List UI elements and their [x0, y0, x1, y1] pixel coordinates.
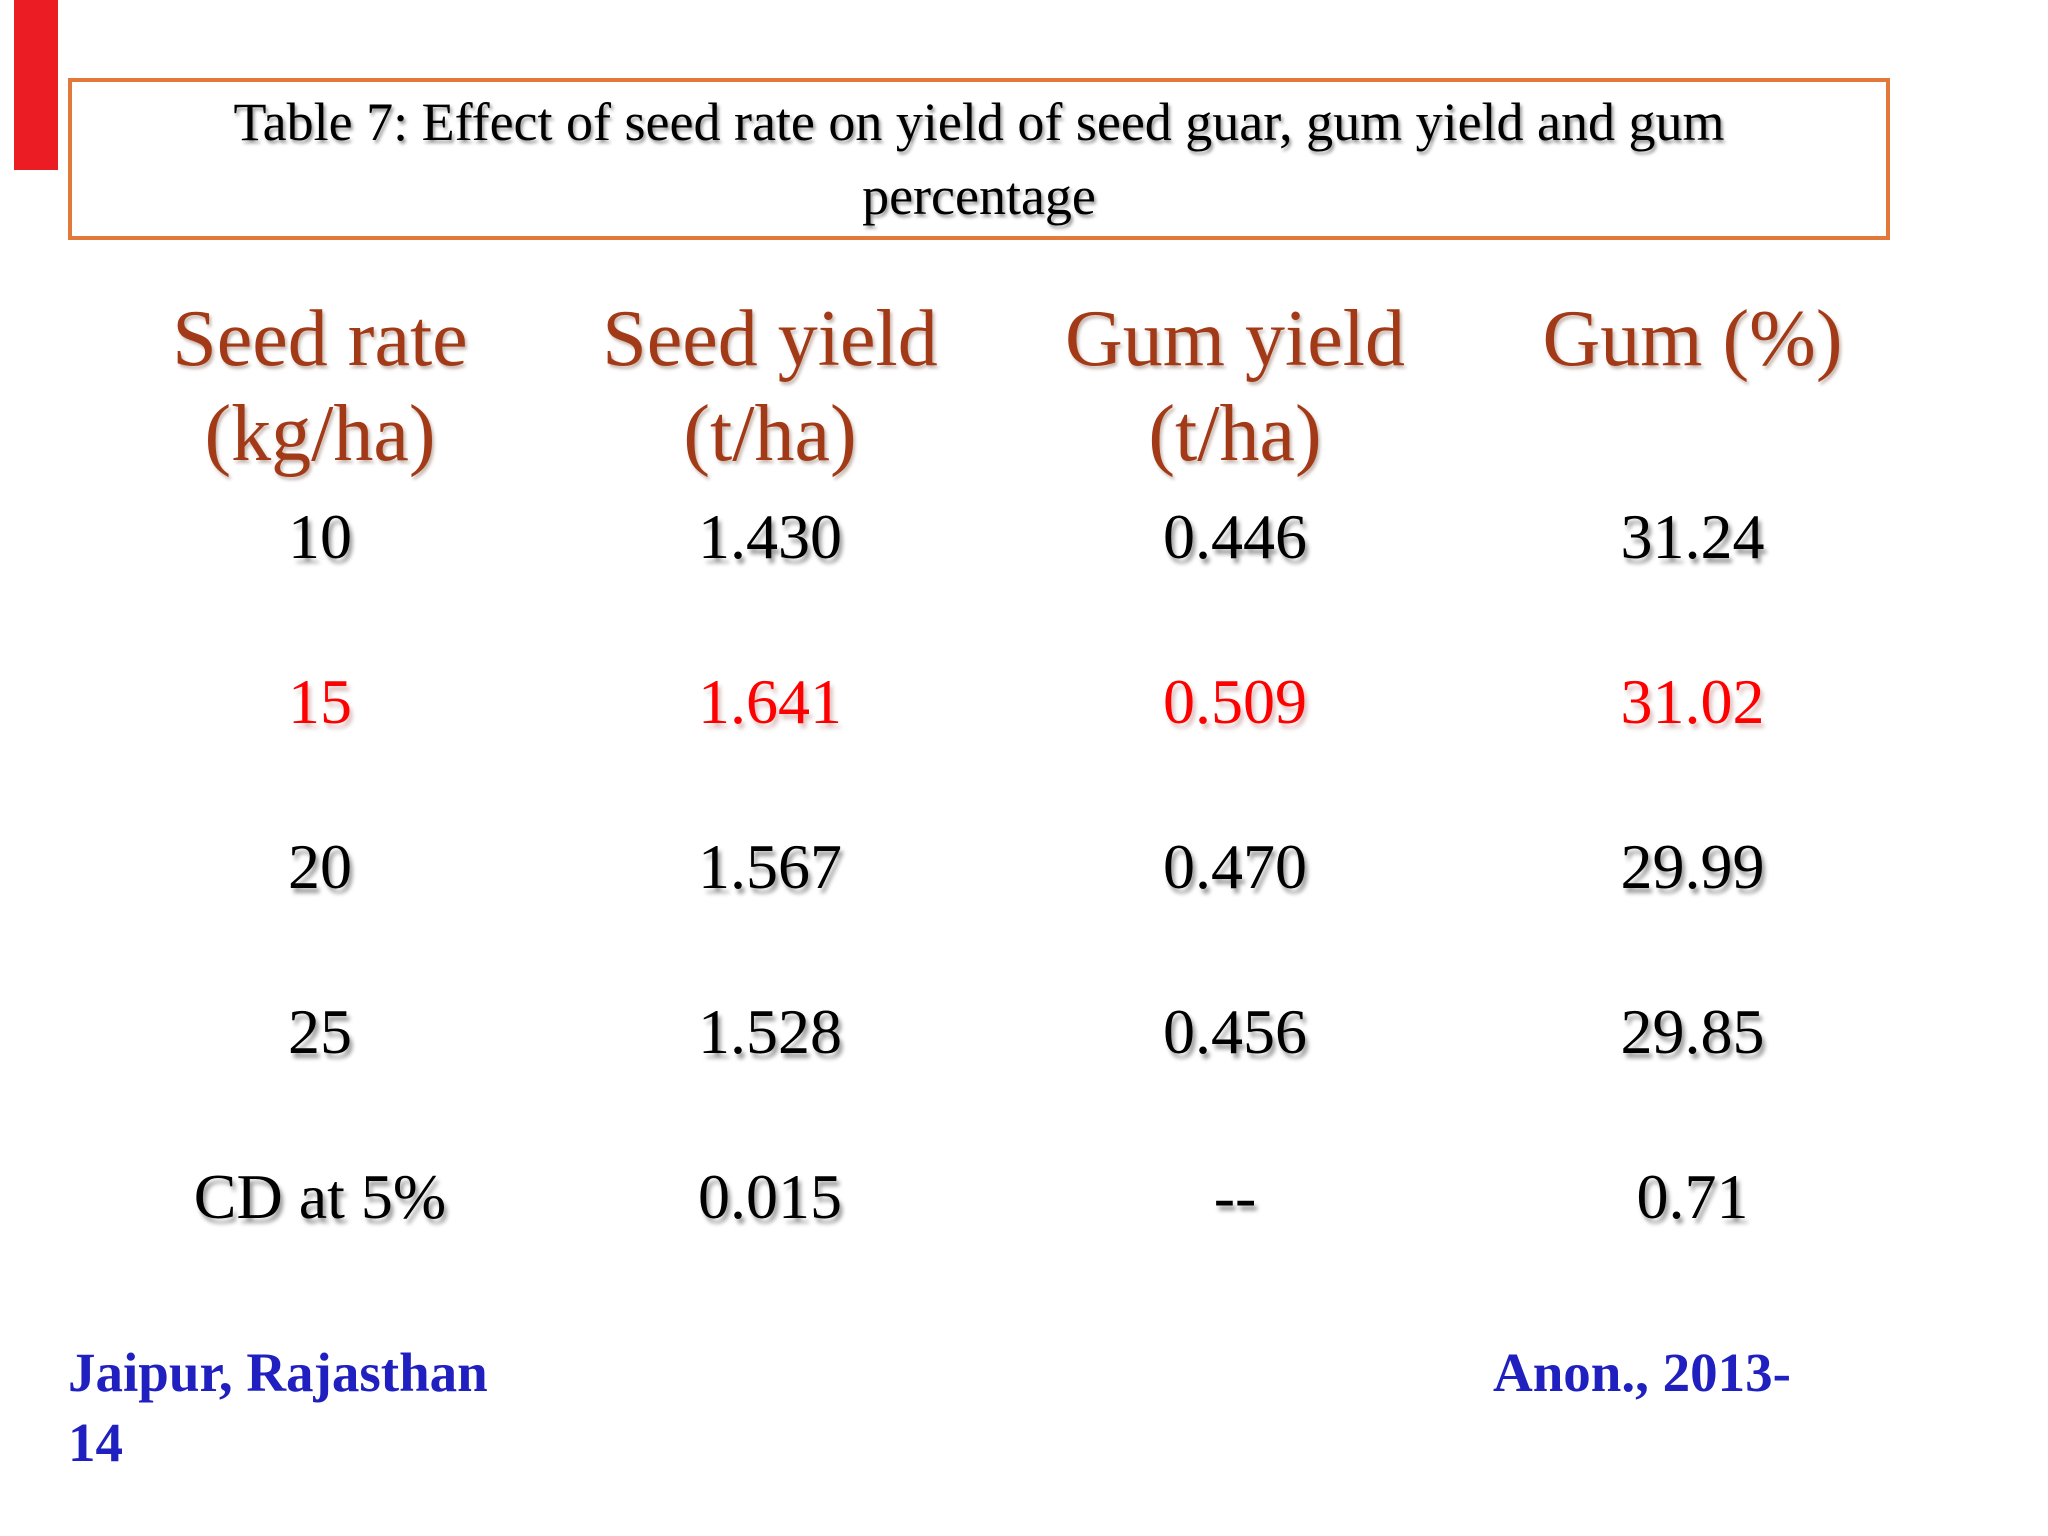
- table-header-row: Seed rate (kg/ha) Seed yield (t/ha) Gum …: [105, 292, 1920, 482]
- footer-citation: Anon., 2013-: [1493, 1342, 1791, 1403]
- cell-gum-pct: 0.71: [1636, 1160, 1749, 1232]
- cell-gum-yield: 0.446: [1163, 500, 1307, 572]
- cell-seed-rate: 10: [288, 500, 352, 572]
- cell-gum-yield: --: [1213, 1160, 1257, 1232]
- footer-location-line1: Jaipur, Rajasthan: [68, 1342, 488, 1403]
- column-header-label: Gum (%): [1542, 295, 1843, 383]
- data-table: Seed rate (kg/ha) Seed yield (t/ha) Gum …: [105, 292, 1920, 1279]
- table-row: 20 1.567 0.470 29.99: [105, 784, 1920, 949]
- column-header-gum-pct: Gum (%): [1465, 292, 1920, 482]
- red-accent-bar: [14, 0, 58, 170]
- cell-gum-pct: 29.85: [1620, 995, 1765, 1067]
- table-row-cd: CD at 5% 0.015 -- 0.71: [105, 1114, 1920, 1279]
- cell-seed-rate: CD at 5%: [193, 1160, 447, 1232]
- cell-seed-rate: 20: [288, 830, 352, 902]
- column-header-seed-yield: Seed yield (t/ha): [535, 292, 1005, 482]
- cell-gum-yield: 0.470: [1163, 830, 1307, 902]
- table-body: 10 1.430 0.446 31.24 15 1.641 0.509 31.0…: [105, 454, 1920, 1279]
- column-header-label: Gum yield: [1065, 295, 1405, 383]
- cell-seed-yield: 1.528: [698, 995, 842, 1067]
- footer-location: Jaipur, Rajasthan 14: [68, 1338, 488, 1478]
- table-row: 10 1.430 0.446 31.24: [105, 454, 1920, 619]
- column-header-unit: (kg/ha): [204, 390, 436, 478]
- column-header-seed-rate: Seed rate (kg/ha): [105, 292, 535, 482]
- cell-seed-yield: 1.567: [698, 830, 842, 902]
- column-header-gum-yield: Gum yield (t/ha): [1005, 292, 1465, 482]
- cell-gum-yield: 0.456: [1163, 995, 1307, 1067]
- slide-title-line2: percentage: [862, 166, 1096, 226]
- cell-seed-yield: 1.641: [698, 665, 842, 737]
- slide-title-line1: Table 7: Effect of seed rate on yield of…: [233, 92, 1725, 152]
- cell-seed-rate: 15: [288, 665, 352, 737]
- footer-location-line2: 14: [68, 1412, 123, 1473]
- table-row-highlighted: 15 1.641 0.509 31.02: [105, 619, 1920, 784]
- cell-seed-yield: 0.015: [698, 1160, 842, 1232]
- table-row: 25 1.528 0.456 29.85: [105, 949, 1920, 1114]
- column-header-unit: (t/ha): [683, 390, 857, 478]
- column-header-label: Seed yield: [602, 295, 938, 383]
- cell-seed-yield: 1.430: [698, 500, 842, 572]
- cell-gum-pct: 29.99: [1620, 830, 1765, 902]
- column-header-unit: (t/ha): [1148, 390, 1322, 478]
- cell-gum-pct: 31.24: [1620, 500, 1765, 572]
- cell-gum-pct: 31.02: [1620, 665, 1765, 737]
- title-box: Table 7: Effect of seed rate on yield of…: [68, 78, 1890, 240]
- cell-seed-rate: 25: [288, 995, 352, 1067]
- cell-gum-yield: 0.509: [1163, 665, 1307, 737]
- column-header-label: Seed rate: [172, 295, 468, 383]
